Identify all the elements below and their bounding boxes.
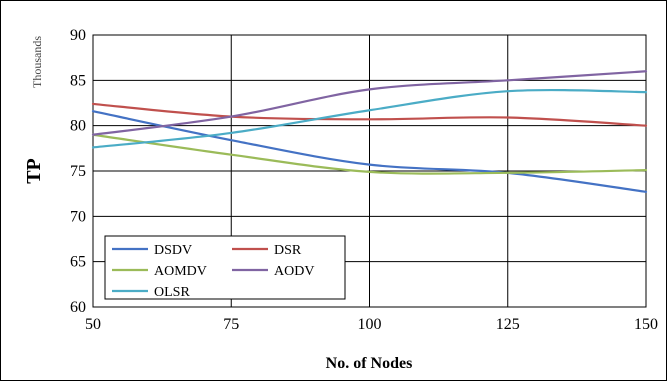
y-axis-title: TP	[23, 158, 45, 184]
y-tick-label: 90	[70, 27, 86, 44]
legend-label-dsr: DSR	[274, 243, 302, 258]
x-axis-title: No. of Nodes	[326, 355, 413, 372]
x-tick-label: 100	[358, 316, 382, 333]
x-tick-label: 50	[85, 316, 101, 333]
x-tick-label: 150	[634, 316, 658, 333]
y-tick-label: 80	[70, 118, 86, 135]
series-lines	[91, 70, 648, 193]
series-line-aodv	[91, 70, 648, 136]
y-tick-label: 85	[70, 72, 86, 89]
legend-label-aodv: AODV	[274, 264, 314, 279]
legend-box	[104, 235, 346, 300]
series-line-aomdv	[91, 133, 648, 175]
legend-label-olsr: OLSR	[154, 285, 190, 300]
legend-label-aomdv: AOMDV	[154, 264, 207, 279]
legend-label-dsdv: DSDV	[154, 243, 192, 258]
series-line-dsdv	[91, 110, 648, 193]
legend: DSDV DSR AOMDV AODV OLSR	[104, 235, 346, 300]
y-tick-label: 75	[70, 163, 86, 180]
y-tick-label: 65	[70, 254, 86, 271]
y-axis-unit: Thousands	[30, 36, 44, 88]
legend-items: DSDV DSR AOMDV AODV OLSR	[112, 243, 314, 300]
x-tick-label: 125	[496, 316, 520, 333]
series-line-dsr	[91, 102, 648, 127]
y-tick-label: 60	[70, 299, 86, 316]
series-line-olsr	[91, 88, 648, 149]
tick-labels: 60 65 70 75 80 85 90 50 75 100 125 150	[70, 27, 658, 333]
y-tick-label: 70	[70, 208, 86, 225]
x-tick-label: 75	[223, 316, 239, 333]
